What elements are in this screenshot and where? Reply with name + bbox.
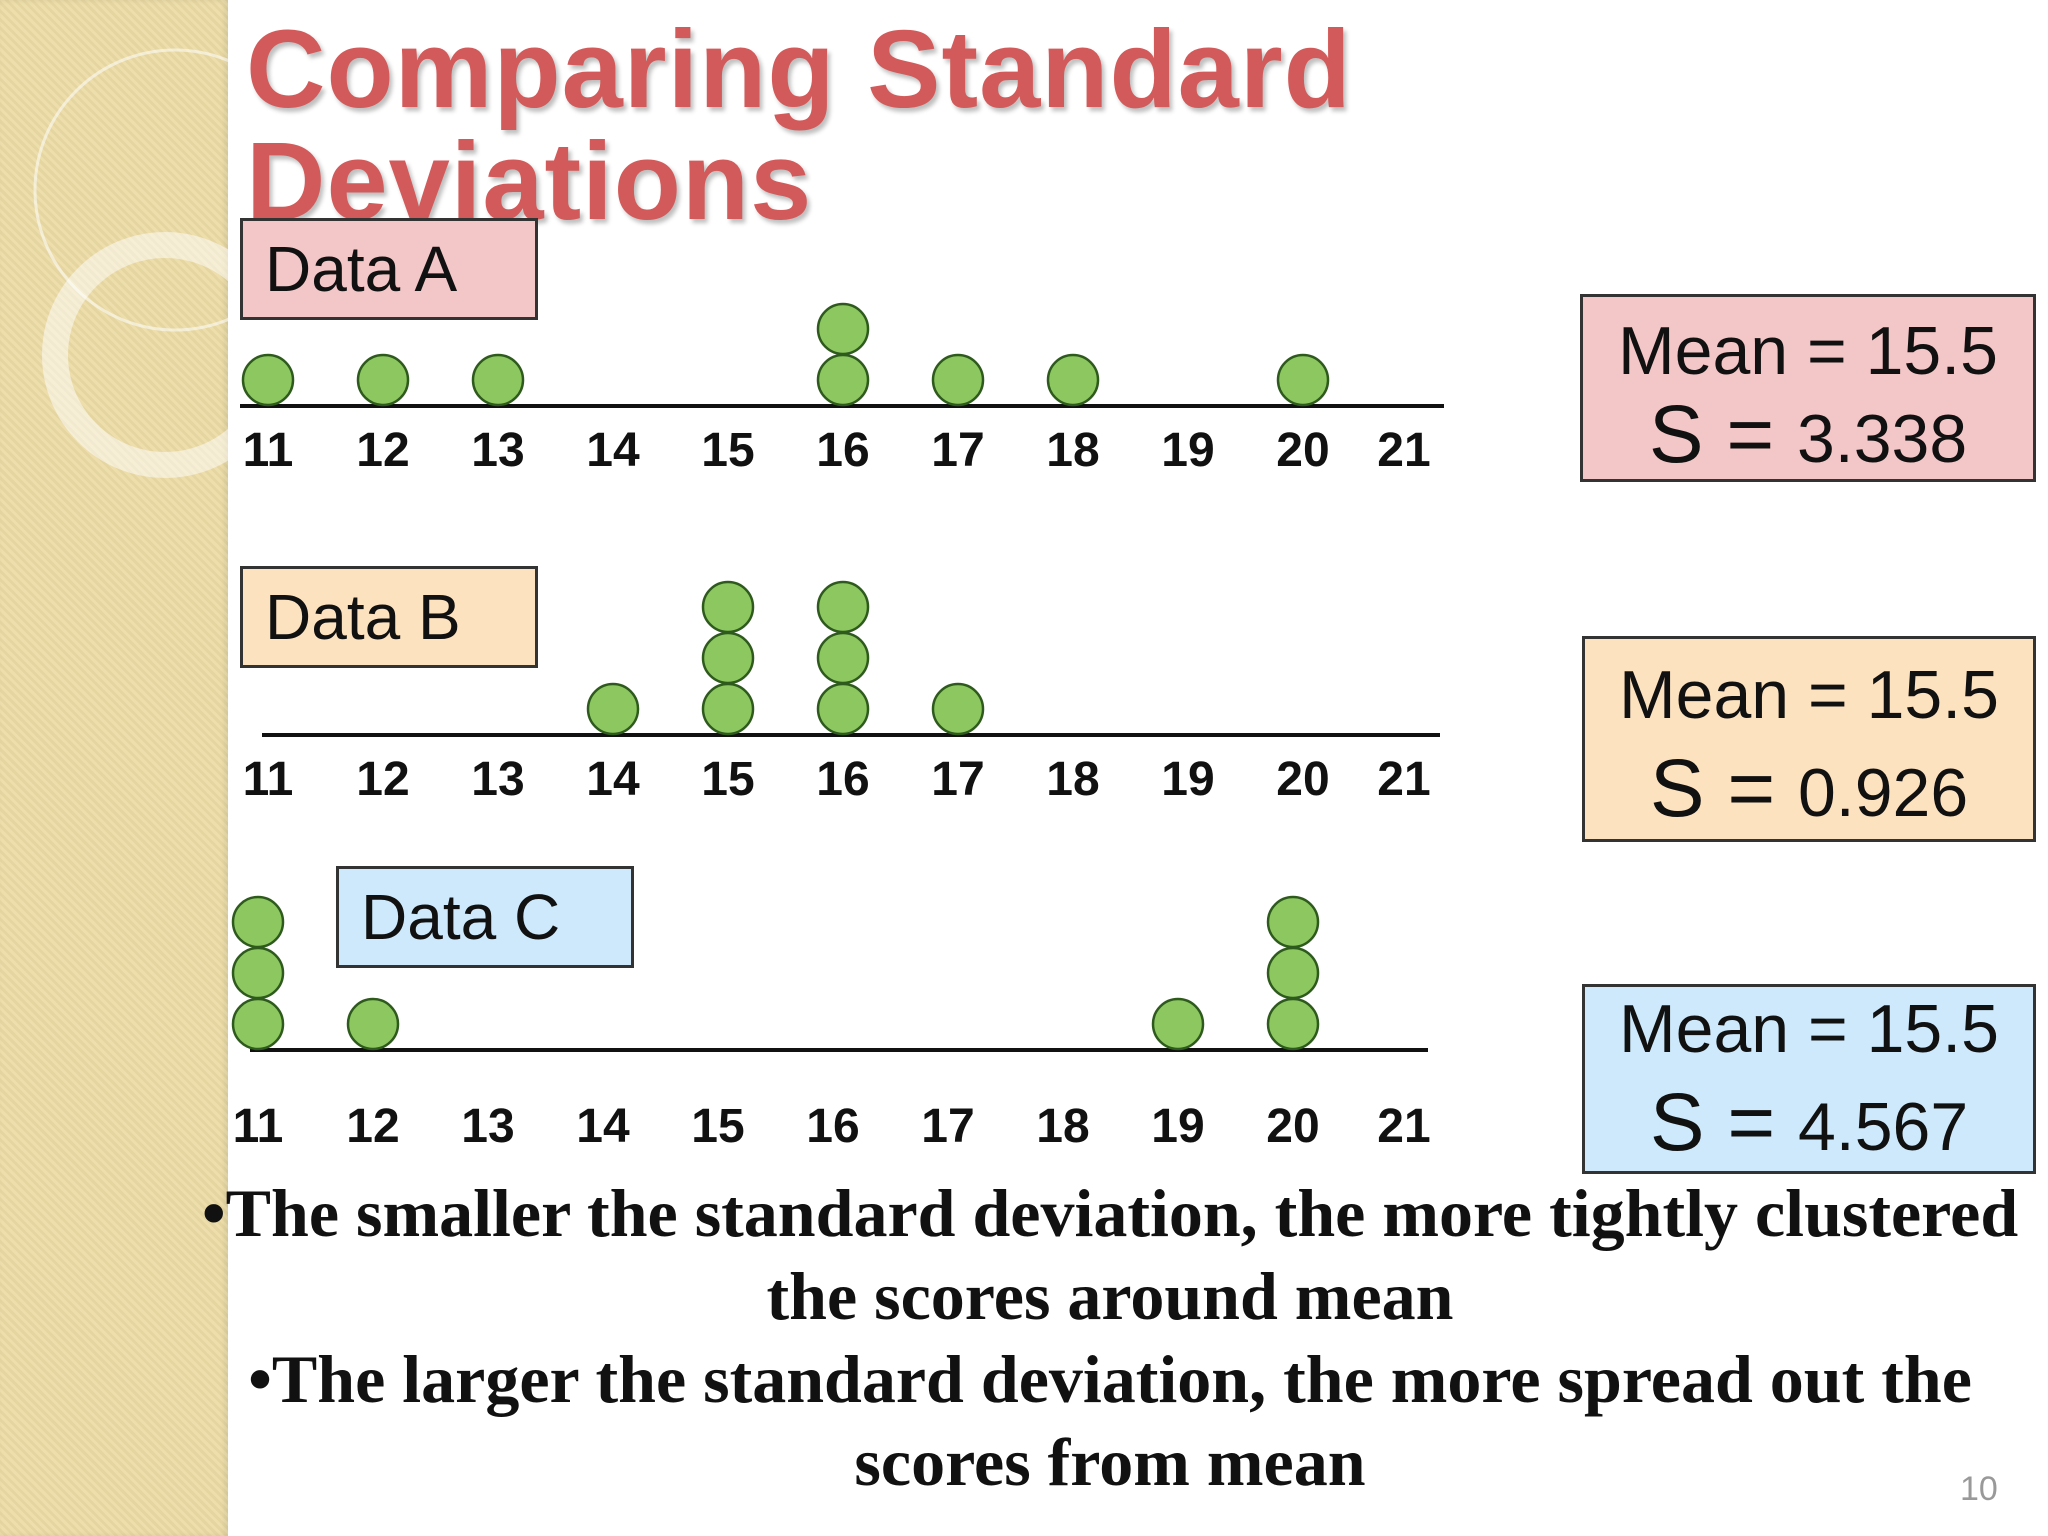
data-a-dot-11-1	[241, 353, 295, 407]
notes: •The smaller the standard deviation, the…	[200, 1172, 2020, 1504]
data-b-tick-label-19: 19	[1161, 753, 1214, 806]
decorative-rings	[33, 48, 260, 478]
sd-equals: =	[1704, 1077, 1798, 1168]
data-a-tick-label-13: 13	[471, 424, 524, 477]
data-b-stats: Mean = 15.5 S = 0.926	[1582, 636, 2036, 842]
data-c-dot-11-1	[231, 997, 285, 1051]
data-b-tick-label-17: 17	[931, 753, 984, 806]
sd-symbol: S	[1649, 743, 1705, 834]
data-a-tick-label-12: 12	[356, 424, 409, 477]
data-a-tick-label-21: 21	[1377, 424, 1430, 477]
data-c-tick-label-15: 15	[691, 1100, 744, 1153]
ring-small	[42, 232, 260, 478]
data-c-dot-11-3	[231, 895, 285, 949]
data-b-dot-15-2	[701, 631, 755, 685]
data-b-dot-15-1	[701, 682, 755, 736]
data-a-dot-16-2	[816, 302, 870, 356]
data-b-tick-label-14: 14	[586, 753, 640, 806]
data-c-mean: Mean = 15.5	[1619, 991, 1999, 1067]
data-b-tick-label-18: 18	[1046, 753, 1099, 806]
data-c-tick-label-13: 13	[461, 1100, 514, 1153]
data-b-tick-label-11: 11	[243, 753, 294, 806]
data-b-tick-label-20: 20	[1276, 753, 1329, 806]
page-number: 10	[1960, 1470, 1998, 1508]
data-c-dot-19-1	[1151, 997, 1205, 1051]
data-b-label: Data B	[240, 566, 538, 668]
data-b-mean: Mean = 15.5	[1619, 657, 1999, 733]
data-a-sd: S = 3.338	[1583, 393, 2033, 481]
sd-symbol: S	[1648, 389, 1704, 480]
data-b-dot-16-3	[816, 580, 870, 634]
data-c-tick-label-11: 11	[233, 1100, 284, 1153]
data-c-tick-label-19: 19	[1151, 1100, 1204, 1153]
data-a-dot-16-1	[816, 353, 870, 407]
data-a-dot-18-1	[1046, 353, 1100, 407]
data-c-tick-label-14: 14	[576, 1100, 630, 1153]
data-a-tick-label-11: 11	[243, 424, 294, 477]
data-b-dot-15-3	[701, 580, 755, 634]
data-a-dot-12-1	[356, 353, 410, 407]
data-a-tick-label-17: 17	[931, 424, 984, 477]
data-a-tick-label-18: 18	[1046, 424, 1099, 477]
sd-equals: =	[1704, 743, 1798, 834]
data-c-dot-20-2	[1266, 946, 1320, 1000]
data-a-tick-label-16: 16	[816, 424, 869, 477]
data-b-tick-label-12: 12	[356, 753, 409, 806]
data-c-tick-label-16: 16	[806, 1100, 859, 1153]
data-b-tick-label-13: 13	[471, 753, 524, 806]
data-b-dot-17-1	[931, 682, 985, 736]
sd-value: 3.338	[1796, 401, 1968, 477]
data-a-stats: Mean = 15.5 S = 3.338	[1580, 294, 2036, 482]
data-a-tick-label-14: 14	[586, 424, 640, 477]
data-a-dot-20-1	[1276, 353, 1330, 407]
sd-equals: =	[1703, 389, 1797, 480]
data-b-tick-label-16: 16	[816, 753, 869, 806]
sd-symbol: S	[1649, 1077, 1705, 1168]
data-c-tick-label-12: 12	[346, 1100, 399, 1153]
data-a-dot-17-1	[931, 353, 985, 407]
data-b-sd: S = 0.926	[1585, 747, 2033, 835]
data-c-dot-12-1	[346, 997, 400, 1051]
sd-value: 0.926	[1797, 755, 1969, 831]
data-c-dot-20-1	[1266, 997, 1320, 1051]
data-c-tick-label-17: 17	[921, 1100, 974, 1153]
data-a-mean: Mean = 15.5	[1618, 313, 1998, 389]
data-a-tick-label-19: 19	[1161, 424, 1214, 477]
note-larger-sd: •The larger the standard deviation, the …	[248, 1341, 1972, 1500]
data-a-tick-label-20: 20	[1276, 424, 1329, 477]
ring-large	[33, 48, 260, 332]
data-c-stats: Mean = 15.5 S = 4.567	[1582, 984, 2036, 1174]
data-c-tick-label-21: 21	[1377, 1100, 1430, 1153]
data-c-sd: S = 4.567	[1585, 1081, 2033, 1169]
data-b-tick-label-15: 15	[701, 753, 754, 806]
data-c-dot-20-3	[1266, 895, 1320, 949]
data-b-dot-16-2	[816, 631, 870, 685]
data-c-tick-label-18: 18	[1036, 1100, 1089, 1153]
data-b-dot-14-1	[586, 682, 640, 736]
data-c-label: Data C	[336, 866, 634, 968]
data-b-dot-16-1	[816, 682, 870, 736]
sd-value: 4.567	[1797, 1089, 1969, 1165]
data-a-dot-13-1	[471, 353, 525, 407]
data-a-tick-label-15: 15	[701, 424, 754, 477]
data-c-dot-11-2	[231, 946, 285, 1000]
data-c-tick-label-20: 20	[1266, 1100, 1319, 1153]
data-b-tick-label-21: 21	[1377, 753, 1430, 806]
data-a-label: Data A	[240, 218, 538, 320]
note-smaller-sd: •The smaller the standard deviation, the…	[201, 1175, 2019, 1334]
